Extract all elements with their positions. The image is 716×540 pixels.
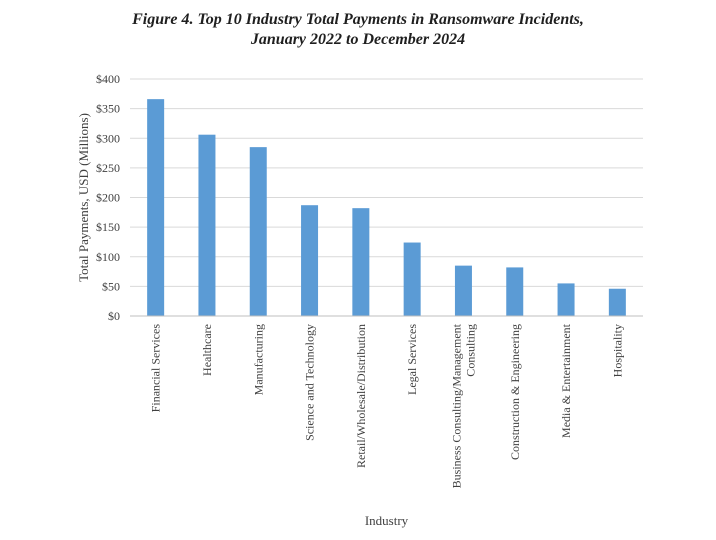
x-category-label: Media & Entertainment <box>559 323 573 438</box>
x-category-label-line: Construction & Engineering <box>508 324 522 460</box>
chart-title-line-1: Figure 4. Top 10 Industry Total Payments… <box>132 11 584 28</box>
x-category-label: Manufacturing <box>251 324 265 395</box>
y-tick-label: $150 <box>96 220 120 234</box>
y-tick-label: $100 <box>96 250 120 264</box>
bar <box>506 267 524 316</box>
y-tick-label: $350 <box>96 102 120 116</box>
x-category-label: Construction & Engineering <box>508 324 522 460</box>
bar <box>608 288 626 316</box>
y-tick-label: $250 <box>96 161 120 175</box>
y-tick-label: $0 <box>108 309 120 323</box>
bar <box>301 205 319 316</box>
x-category-label: Hospitality <box>610 324 624 377</box>
x-axis-title: Industry <box>365 513 409 528</box>
x-category-label-line: Financial Services <box>149 324 163 413</box>
x-category-label-line: Retail/Wholesale/Distribution <box>354 324 368 468</box>
x-category-label-line: Business Consulting/Management <box>449 323 463 488</box>
bar <box>557 283 575 316</box>
bar <box>454 265 472 316</box>
y-axis-title: Total Payments, USD (Millions) <box>76 113 91 282</box>
bars <box>147 99 626 317</box>
bar <box>147 99 165 317</box>
chart-title: Figure 4. Top 10 Industry Total Payments… <box>0 10 716 50</box>
bar <box>198 134 216 316</box>
y-tick-label: $200 <box>96 191 120 205</box>
y-axis-ticks: $0 $50 $100 $150 $200 $250 $300 $350 $400 <box>96 72 120 323</box>
x-category-label: Healthcare <box>200 324 214 376</box>
chart-title-line-2: January 2022 to December 2024 <box>250 31 466 48</box>
x-category-label-line: Hospitality <box>610 324 624 377</box>
y-tick-label: $50 <box>102 279 120 293</box>
x-category-label: Science and Technology <box>303 324 317 441</box>
x-category-label: Legal Services <box>405 324 419 395</box>
x-axis-categories: Financial Services Healthcare Manufacturin… <box>149 323 625 488</box>
bar <box>249 147 267 316</box>
x-category-label-line: Science and Technology <box>303 324 317 441</box>
x-category-label-line: Legal Services <box>405 324 419 395</box>
y-tick-label: $400 <box>96 72 120 86</box>
bar <box>352 208 370 316</box>
x-category-label: Financial Services <box>149 324 163 413</box>
gridlines <box>130 78 643 287</box>
y-tick-label: $300 <box>96 131 120 145</box>
bar <box>403 242 421 316</box>
x-category-label-line: Media & Entertainment <box>559 323 573 438</box>
x-category-label-line: Consulting <box>463 324 477 377</box>
x-category-label: Retail/Wholesale/Distribution <box>354 324 368 468</box>
x-category-label-line: Healthcare <box>200 324 214 376</box>
x-category-label-line: Manufacturing <box>251 324 265 395</box>
x-category-label: Business Consulting/Management Consulting <box>449 323 477 488</box>
